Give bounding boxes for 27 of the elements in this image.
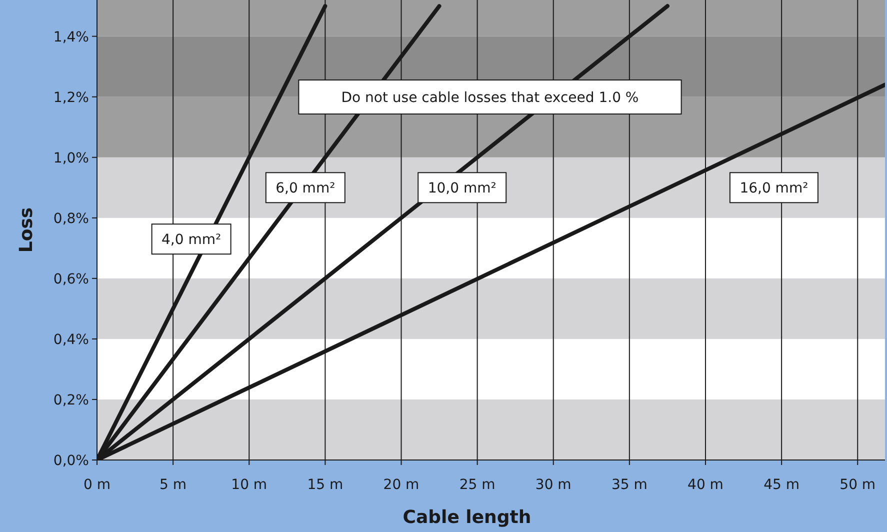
y-tick-label: 0,4% [53,332,89,348]
x-tick-label: 50 m [840,477,876,493]
y-tick-label: 0,0% [53,453,89,469]
x-tick-label: 25 m [459,477,496,493]
x-tick-label: 15 m [307,477,344,493]
annotation: Do not use cable losses that exceed 1.0 % [341,90,639,106]
series-label: 4,0 mm² [162,232,222,248]
note-box: Do not use cable losses that exceed 1.0 % [298,80,682,114]
x-tick-label: 20 m [383,477,420,493]
x-tick-label: 45 m [764,477,800,493]
y-tick-label: 1,4% [53,29,89,46]
y-tick-label: 0,2% [53,392,89,408]
x-tick-label: 40 m [688,477,724,493]
x-tick-label: 10 m [231,477,268,493]
y-tick-label: 1,0% [53,150,89,166]
y-axis-title: Loss [16,207,37,253]
x-tick-label: 5 m [160,477,187,493]
series-label: 10,0 mm² [428,180,496,197]
series-label: 16,0 mm² [740,180,808,197]
y-tick-label: 1,2% [53,90,89,106]
x-tick-label: 35 m [611,477,648,493]
series-label: 6,0 mm² [276,180,336,197]
y-tick-label: 0,8% [53,210,89,227]
x-tick-label: 0 m [84,477,110,493]
x-axis-title: Cable length [402,507,532,528]
x-tick-label: 30 m [535,477,572,493]
y-tick-label: 0,6% [53,271,89,288]
